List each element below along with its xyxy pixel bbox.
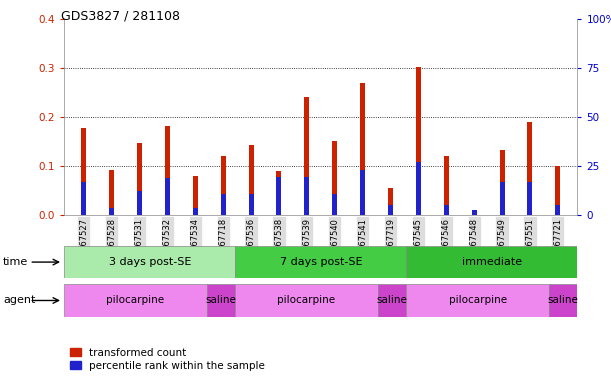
Text: saline: saline [547,295,579,306]
Text: pilocarpine: pilocarpine [448,295,507,306]
Bar [332,141,337,215]
Bar [444,205,449,215]
Bar [207,284,235,317]
Bar [332,194,337,215]
Bar [388,188,393,215]
Bar [472,213,477,215]
Bar [249,194,254,215]
Bar [221,156,225,215]
Bar [555,205,560,215]
Text: pilocarpine: pilocarpine [106,295,164,306]
Bar [276,171,282,215]
Bar [137,190,142,215]
Bar [527,182,533,215]
Text: immediate: immediate [462,257,522,267]
Text: pilocarpine: pilocarpine [277,295,335,306]
Legend: transformed count, percentile rank within the sample: transformed count, percentile rank withi… [67,344,269,375]
Bar [276,177,282,215]
Bar [444,156,449,215]
Bar [304,96,309,215]
Bar [549,284,577,317]
Bar [249,145,254,215]
Text: 7 days post-SE: 7 days post-SE [279,257,362,267]
Bar [81,182,86,215]
Bar [527,121,533,215]
Bar [165,126,170,215]
Bar [109,169,114,215]
Bar [165,178,170,215]
Bar [416,162,421,215]
Bar [406,284,549,317]
Bar [64,246,235,278]
Bar [109,208,114,215]
Bar [500,182,505,215]
Bar [416,67,421,215]
Text: saline: saline [376,295,408,306]
Text: GDS3827 / 281108: GDS3827 / 281108 [61,10,180,23]
Bar [221,194,225,215]
Text: 3 days post-SE: 3 days post-SE [109,257,191,267]
Bar [406,246,577,278]
Bar [137,142,142,215]
Bar [192,176,198,215]
Bar [235,284,378,317]
Bar [500,150,505,215]
Text: agent: agent [3,295,35,306]
Bar [555,166,560,215]
Text: saline: saline [205,295,236,306]
Bar [360,169,365,215]
Bar [64,284,207,317]
Bar [388,205,393,215]
Bar [378,284,406,317]
Bar [235,246,406,278]
Bar [81,128,86,215]
Bar [360,83,365,215]
Bar [472,210,477,215]
Text: time: time [3,257,28,267]
Bar [304,177,309,215]
Bar [192,208,198,215]
